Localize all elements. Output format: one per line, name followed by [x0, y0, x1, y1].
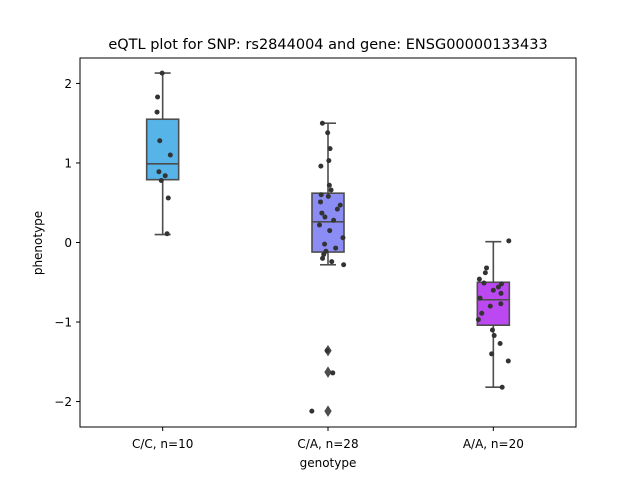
data-point — [320, 255, 326, 261]
data-point — [327, 146, 333, 152]
x-axis: C/C, n=10 C/A, n=28 A/A, n=20 — [132, 427, 524, 451]
data-point — [475, 317, 481, 323]
y-tick-label: 2 — [64, 77, 72, 91]
data-point — [499, 384, 505, 390]
outlier-marker — [324, 405, 332, 417]
data-point — [165, 195, 171, 201]
data-point — [321, 251, 327, 257]
data-point — [328, 187, 334, 193]
data-point — [326, 182, 332, 188]
data-point — [476, 276, 482, 282]
data-point — [341, 262, 347, 268]
data-point — [155, 94, 161, 100]
data-point — [167, 152, 173, 158]
data-point — [330, 370, 336, 376]
data-point — [334, 206, 340, 212]
data-point — [327, 228, 333, 234]
data-point — [318, 163, 324, 169]
x-axis-label: genotype — [300, 456, 357, 470]
y-tick-label: 1 — [64, 156, 72, 170]
data-point — [505, 358, 511, 364]
data-point — [322, 241, 328, 247]
plot-area — [145, 70, 512, 417]
y-axis-label: phenotype — [31, 211, 45, 275]
box-group — [145, 70, 180, 237]
data-point — [490, 287, 496, 293]
data-point — [491, 333, 497, 339]
data-point — [479, 310, 485, 316]
data-point — [324, 348, 330, 354]
data-point — [506, 238, 512, 244]
data-point — [497, 340, 503, 346]
x-tick-label: C/C, n=10 — [132, 437, 193, 451]
data-point — [322, 214, 328, 220]
outlier-marker — [324, 366, 332, 378]
data-point — [482, 270, 488, 276]
x-tick-label: A/A, n=20 — [463, 437, 524, 451]
data-point — [489, 351, 495, 357]
data-point — [487, 303, 493, 309]
chart-title: eQTL plot for SNP: rs2844004 and gene: E… — [108, 37, 547, 53]
data-point — [318, 199, 324, 205]
data-point — [164, 231, 170, 237]
data-point — [325, 193, 331, 199]
y-axis: 2 1 0 −1 −2 — [54, 77, 80, 409]
box-group — [309, 120, 347, 417]
data-point — [495, 284, 501, 290]
data-point — [329, 259, 335, 265]
y-tick-label: 0 — [64, 236, 72, 250]
data-point — [498, 301, 504, 307]
data-point — [333, 245, 339, 251]
box-group — [475, 238, 512, 390]
data-point — [318, 192, 324, 198]
data-point — [498, 290, 504, 296]
data-point — [498, 281, 504, 287]
data-point — [340, 235, 346, 241]
data-point — [319, 210, 325, 216]
data-point — [481, 280, 487, 286]
y-tick-label: −1 — [54, 316, 72, 330]
data-point — [319, 120, 325, 126]
data-point — [309, 408, 315, 414]
data-point — [157, 138, 163, 144]
x-tick-label: C/A, n=28 — [297, 437, 358, 451]
data-point — [337, 202, 343, 208]
data-point — [489, 327, 495, 333]
data-point — [159, 70, 165, 76]
y-tick-label: −2 — [54, 395, 72, 409]
data-point — [325, 130, 331, 136]
data-point — [162, 173, 168, 179]
data-point — [158, 177, 164, 183]
data-point — [331, 217, 337, 223]
data-point — [477, 295, 483, 301]
data-point — [317, 222, 322, 228]
data-point — [326, 158, 332, 164]
data-point — [484, 265, 490, 271]
data-point — [156, 169, 162, 175]
iqr-box — [145, 118, 180, 181]
data-point — [154, 109, 160, 115]
